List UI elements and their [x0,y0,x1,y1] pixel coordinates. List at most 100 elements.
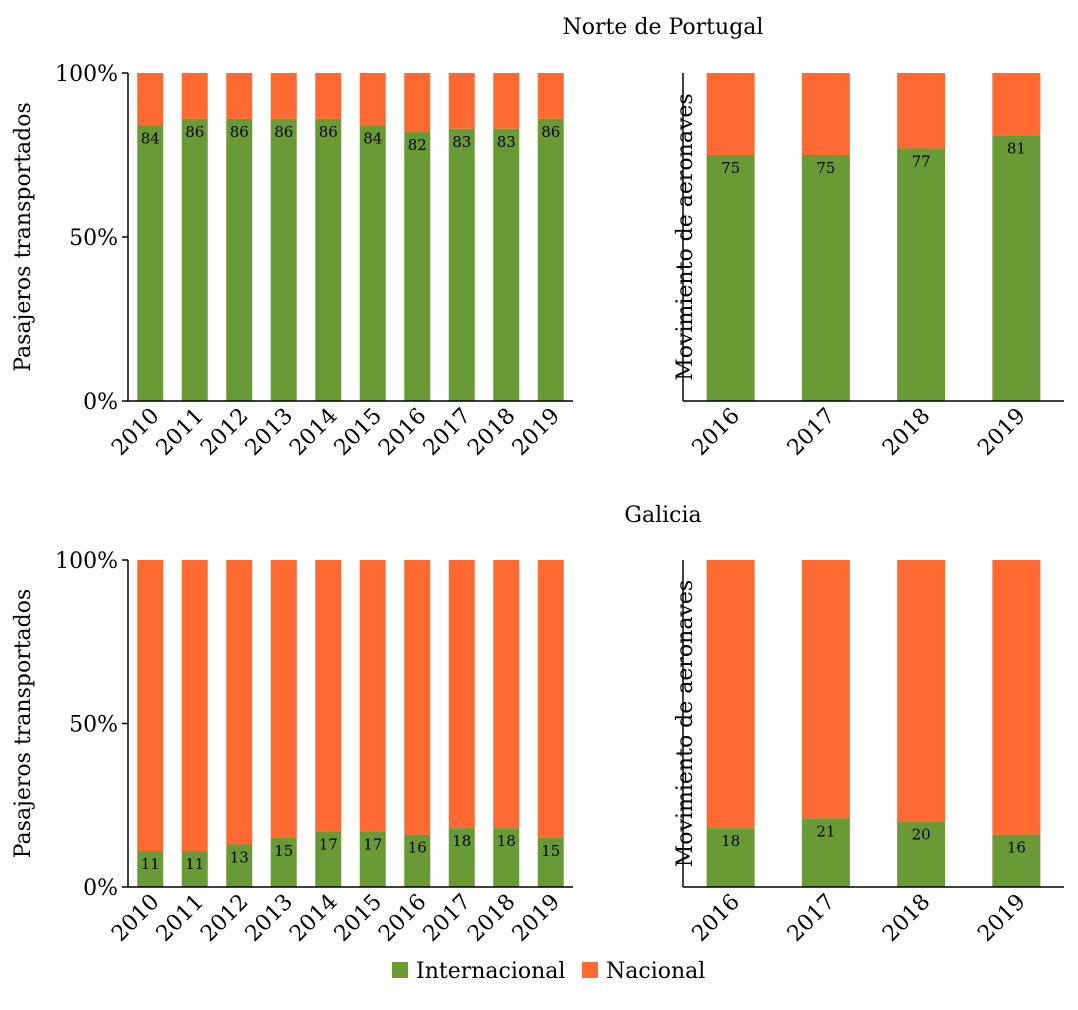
bar-nacional-2018 [897,73,946,149]
data-label-2016: 18 [721,832,740,850]
y-axis-title: Pasajeros transportados [11,102,36,372]
bar-nacional-2017 [448,560,475,829]
data-label-2016: 16 [408,839,427,857]
bar-nacional-2018 [493,73,520,129]
bar-nacional-2017 [801,73,850,155]
data-label-2012: 13 [230,848,249,866]
x-tick-label-2012: 2012 [196,404,253,461]
bar-internacional-2010 [137,851,164,887]
data-label-2017: 83 [452,133,471,151]
bar-nacional-2010 [137,73,164,126]
bar-internacional-2019 [992,135,1041,401]
data-label-2013: 86 [274,123,293,141]
bar-nacional-2019 [537,73,564,119]
bar-internacional-2011 [181,118,208,402]
data-label-2019: 86 [541,123,560,141]
data-label-2018: 18 [497,832,516,850]
bar-internacional-2016 [706,828,755,887]
x-tick-label-2018: 2018 [878,404,935,461]
x-tick-label-2011: 2011 [152,890,209,947]
y-axis-title: Movimiento de aeronaves [673,580,698,867]
bar-nacional-2011 [181,560,208,852]
charts-group: Pasajeros transportados 84201086201186201… [11,62,1064,947]
x-tick-label-2014: 2014 [285,890,342,947]
bar-nacional-2011 [181,73,208,119]
x-tick-label-2019: 2019 [508,404,565,461]
bar-nacional-2013 [270,73,297,119]
y-tick-label: 50% [69,713,118,738]
bar-internacional-2013 [270,837,297,887]
y-tick-label: 100% [55,549,118,574]
legend: Internacional Nacional [392,959,705,984]
bar-nacional-2017 [448,73,475,129]
data-label-2010: 11 [141,855,160,873]
x-tick-label-2016: 2016 [374,404,431,461]
data-label-2016: 82 [408,136,427,154]
data-label-2019: 81 [1007,139,1026,157]
x-tick-label-2016: 2016 [688,404,745,461]
x-tick-label-2019: 2019 [973,890,1030,947]
data-label-2019: 16 [1007,839,1026,857]
data-label-2014: 86 [319,123,338,141]
bar-internacional-2015 [359,125,386,401]
region-title-norte: Norte de Portugal [563,15,764,40]
x-tick-label-2013: 2013 [241,404,298,461]
data-label-2018: 20 [912,826,931,844]
bar-nacional-2015 [359,73,386,126]
bar-internacional-2016 [404,834,431,887]
data-label-2015: 17 [363,835,382,853]
bar-internacional-2018 [493,128,520,401]
x-tick-label-2018: 2018 [463,404,520,461]
bar-internacional-2010 [137,125,164,401]
x-tick-label-2013: 2013 [241,890,298,947]
bar-internacional-2014 [315,831,342,887]
bar-nacional-2013 [270,560,297,838]
bar-internacional-2013 [270,118,297,402]
bar-internacional-2011 [181,851,208,887]
bar-internacional-2017 [448,128,475,401]
bar-nacional-2012 [226,73,253,119]
bar-internacional-2012 [226,118,253,402]
region-title-galicia: Galicia [624,503,701,528]
bar-nacional-2019 [537,560,564,838]
bar-internacional-2018 [493,828,520,887]
data-label-2013: 15 [274,842,293,860]
data-label-2011: 11 [185,855,204,873]
bar-internacional-2012 [226,844,253,887]
data-label-2017: 21 [816,822,835,840]
data-label-2014: 17 [319,835,338,853]
x-tick-label-2019: 2019 [973,404,1030,461]
data-label-2019: 15 [541,842,560,860]
bar-nacional-2016 [706,560,755,829]
x-tick-label-2017: 2017 [419,890,476,947]
x-tick-label-2018: 2018 [878,890,935,947]
bar-nacional-2016 [706,73,755,155]
bar-internacional-2016 [404,132,431,402]
bar-internacional-2014 [315,118,342,402]
bar-internacional-2019 [992,834,1041,887]
bar-nacional-2019 [992,560,1041,835]
y-tick-label: 0% [83,876,118,901]
bar-nacional-2016 [404,560,431,835]
y-axis-title: Movimiento de aeronaves [673,93,698,380]
legend-swatch-internacional [392,962,408,978]
bar-nacional-2010 [137,560,164,852]
x-tick-label-2017: 2017 [783,890,840,947]
x-tick-label-2011: 2011 [152,404,209,461]
bar-nacional-2017 [801,560,850,819]
x-tick-label-2019: 2019 [508,890,565,947]
bar-nacional-2018 [493,560,520,829]
data-label-2017: 18 [452,832,471,850]
legend-label-internacional: Internacional [416,959,565,984]
legend-swatch-nacional [582,962,598,978]
x-tick-label-2017: 2017 [783,404,840,461]
x-tick-label-2016: 2016 [374,890,431,947]
y-tick-label: 50% [69,226,118,251]
y-tick-label: 0% [83,390,118,415]
bar-nacional-2018 [897,560,946,822]
chart-1: Pasajeros transportados 84201086201186201… [11,62,573,461]
data-label-2012: 86 [230,123,249,141]
data-label-2011: 86 [185,123,204,141]
data-label-2018: 77 [912,152,931,170]
